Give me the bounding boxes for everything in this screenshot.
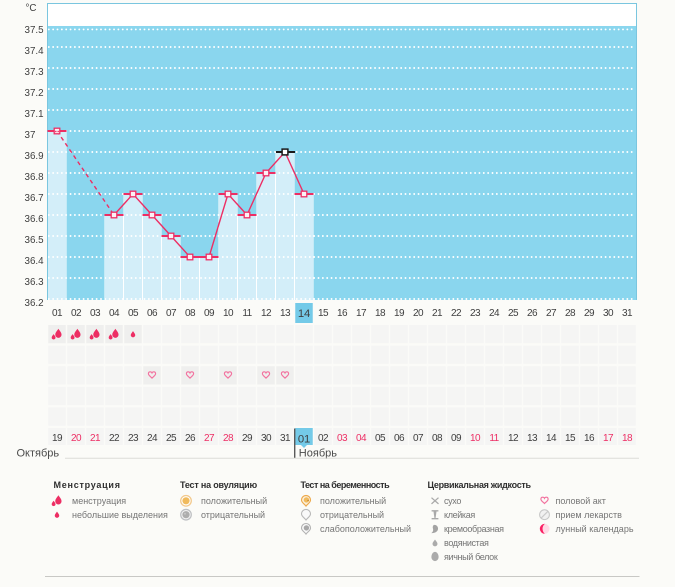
svg-text:05: 05 bbox=[128, 308, 139, 319]
svg-text:24: 24 bbox=[147, 433, 158, 444]
svg-text:положительный: положительный bbox=[201, 496, 267, 506]
svg-text:25: 25 bbox=[166, 433, 177, 444]
svg-text:22: 22 bbox=[109, 433, 120, 444]
svg-text:13: 13 bbox=[280, 308, 291, 319]
svg-text:°C: °C bbox=[26, 3, 37, 14]
svg-text:37.1: 37.1 bbox=[25, 109, 44, 120]
svg-text:10: 10 bbox=[470, 433, 481, 444]
svg-text:30: 30 bbox=[603, 308, 614, 319]
svg-text:10: 10 bbox=[223, 308, 234, 319]
svg-text:14: 14 bbox=[298, 308, 310, 320]
svg-text:Октябрь: Октябрь bbox=[17, 447, 60, 459]
svg-text:07: 07 bbox=[413, 433, 424, 444]
svg-text:17: 17 bbox=[603, 433, 614, 444]
svg-text:07: 07 bbox=[166, 308, 177, 319]
svg-text:06: 06 bbox=[147, 308, 158, 319]
svg-text:04: 04 bbox=[109, 308, 120, 319]
svg-text:15: 15 bbox=[318, 308, 329, 319]
svg-text:25: 25 bbox=[508, 308, 519, 319]
svg-text:19: 19 bbox=[52, 433, 63, 444]
svg-text:03: 03 bbox=[90, 308, 101, 319]
svg-text:Цервикальная жидкость: Цервикальная жидкость bbox=[428, 480, 532, 490]
svg-text:20: 20 bbox=[71, 433, 82, 444]
svg-text:37.5: 37.5 bbox=[25, 25, 45, 36]
svg-text:Тест на овуляцию: Тест на овуляцию bbox=[180, 480, 258, 490]
svg-text:сухо: сухо bbox=[444, 496, 461, 506]
svg-text:21: 21 bbox=[90, 433, 101, 444]
svg-text:23: 23 bbox=[128, 433, 139, 444]
svg-text:менструация: менструация bbox=[72, 496, 126, 506]
svg-text:03: 03 bbox=[337, 433, 348, 444]
svg-text:18: 18 bbox=[622, 433, 633, 444]
svg-text:19: 19 bbox=[394, 308, 405, 319]
svg-text:36.2: 36.2 bbox=[25, 298, 44, 309]
svg-text:30: 30 bbox=[261, 433, 272, 444]
svg-text:29: 29 bbox=[242, 433, 253, 444]
svg-text:09: 09 bbox=[204, 308, 215, 319]
svg-text:09: 09 bbox=[451, 433, 462, 444]
svg-text:31: 31 bbox=[280, 433, 291, 444]
svg-text:27: 27 bbox=[546, 308, 557, 319]
svg-text:02: 02 bbox=[318, 433, 329, 444]
svg-text:20: 20 bbox=[413, 308, 424, 319]
svg-text:водянистая: водянистая bbox=[444, 538, 489, 548]
svg-text:Ноябрь: Ноябрь bbox=[299, 447, 337, 459]
svg-text:12: 12 bbox=[261, 308, 272, 319]
svg-text:29: 29 bbox=[584, 308, 595, 319]
svg-text:01: 01 bbox=[52, 308, 63, 319]
svg-text:небольшие выделения: небольшие выделения bbox=[72, 510, 168, 520]
svg-text:11: 11 bbox=[242, 308, 252, 319]
svg-text:прием лекарств: прием лекарств bbox=[556, 510, 623, 520]
svg-text:Тест на беременность: Тест на беременность bbox=[301, 480, 391, 490]
svg-text:37.4: 37.4 bbox=[25, 46, 45, 57]
svg-text:36.6: 36.6 bbox=[25, 214, 45, 225]
svg-text:кремообразная: кремообразная bbox=[444, 524, 504, 534]
svg-text:18: 18 bbox=[375, 308, 386, 319]
svg-text:04: 04 bbox=[356, 433, 367, 444]
svg-text:11: 11 bbox=[489, 433, 499, 444]
svg-text:положительный: положительный bbox=[320, 496, 386, 506]
svg-text:слабоположительный: слабоположительный bbox=[320, 524, 411, 534]
svg-text:08: 08 bbox=[185, 308, 196, 319]
svg-text:36.3: 36.3 bbox=[25, 277, 45, 288]
svg-text:Менструация: Менструация bbox=[54, 480, 121, 490]
svg-text:клейкая: клейкая bbox=[444, 510, 475, 520]
svg-text:12: 12 bbox=[508, 433, 519, 444]
svg-text:36.7: 36.7 bbox=[25, 193, 44, 204]
svg-text:27: 27 bbox=[204, 433, 215, 444]
svg-text:08: 08 bbox=[432, 433, 443, 444]
svg-text:01: 01 bbox=[298, 433, 310, 445]
svg-text:05: 05 bbox=[375, 433, 386, 444]
svg-text:28: 28 bbox=[223, 433, 234, 444]
svg-text:лунный календарь: лунный календарь bbox=[556, 524, 634, 534]
svg-text:23: 23 bbox=[470, 308, 481, 319]
svg-text:37.2: 37.2 bbox=[25, 88, 44, 99]
svg-text:36.9: 36.9 bbox=[25, 151, 44, 162]
svg-text:36.8: 36.8 bbox=[25, 172, 45, 183]
svg-text:02: 02 bbox=[71, 308, 82, 319]
svg-text:37.3: 37.3 bbox=[25, 67, 45, 78]
svg-text:37: 37 bbox=[25, 130, 36, 141]
svg-text:половой акт: половой акт bbox=[556, 496, 606, 506]
svg-text:06: 06 bbox=[394, 433, 405, 444]
svg-text:15: 15 bbox=[565, 433, 576, 444]
svg-text:21: 21 bbox=[432, 308, 443, 319]
svg-text:36.5: 36.5 bbox=[25, 235, 45, 246]
svg-text:22: 22 bbox=[451, 308, 462, 319]
svg-text:13: 13 bbox=[527, 433, 538, 444]
svg-text:31: 31 bbox=[622, 308, 633, 319]
svg-text:отрицательный: отрицательный bbox=[320, 510, 384, 520]
svg-text:26: 26 bbox=[527, 308, 538, 319]
svg-text:14: 14 bbox=[546, 433, 557, 444]
svg-text:26: 26 bbox=[185, 433, 196, 444]
svg-text:17: 17 bbox=[356, 308, 367, 319]
svg-text:24: 24 bbox=[489, 308, 500, 319]
svg-text:16: 16 bbox=[584, 433, 595, 444]
svg-text:отрицательный: отрицательный bbox=[201, 510, 265, 520]
svg-text:яичный белок: яичный белок bbox=[444, 552, 498, 562]
svg-text:36.4: 36.4 bbox=[25, 256, 45, 267]
svg-text:28: 28 bbox=[565, 308, 576, 319]
svg-text:16: 16 bbox=[337, 308, 348, 319]
